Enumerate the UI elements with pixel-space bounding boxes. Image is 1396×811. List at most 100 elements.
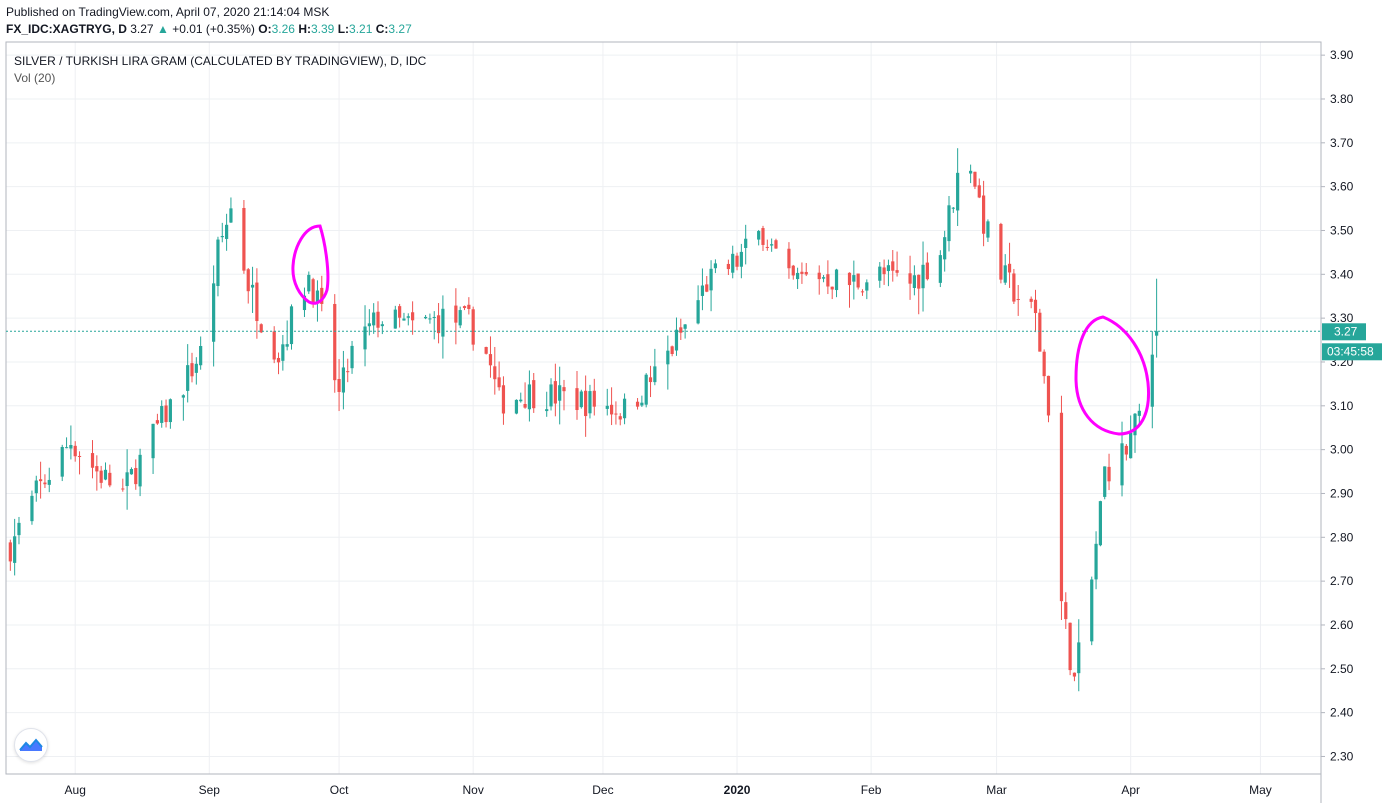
candle (588, 384, 592, 419)
candle-body (795, 272, 800, 280)
candle-body (164, 405, 168, 423)
candle-body (341, 367, 346, 393)
candle-body (467, 304, 471, 310)
candle-body (1103, 466, 1107, 497)
candle-body (311, 279, 315, 305)
candle-body (856, 273, 860, 288)
candle-body (69, 445, 73, 449)
candle (826, 260, 830, 295)
tradingview-logo-icon[interactable] (14, 728, 48, 762)
x-tick-label: Sep (199, 783, 221, 797)
candle (865, 279, 869, 300)
x-tick-label: May (1249, 783, 1272, 797)
close-value: 3.27 (388, 22, 412, 36)
candle (856, 273, 860, 290)
candle-body (852, 275, 856, 282)
candle-body (700, 285, 705, 296)
candle-body (519, 399, 523, 402)
high-value: 3.39 (310, 22, 335, 36)
candle (1077, 619, 1081, 692)
candle-body (471, 309, 475, 345)
candle (882, 259, 886, 285)
candle-body (307, 274, 311, 292)
candle-body (181, 395, 185, 398)
candle (709, 260, 713, 312)
candle-body (432, 316, 436, 318)
candle-body (1046, 375, 1051, 416)
low-label: L: (337, 22, 350, 36)
candle-body (605, 405, 609, 409)
candle (341, 350, 346, 410)
candle-body (696, 300, 700, 324)
candle-body (160, 406, 164, 423)
candle (47, 467, 51, 493)
candle (527, 370, 532, 422)
y-tick-label: 3.00 (1330, 443, 1354, 457)
candle-body (402, 318, 406, 321)
candle-body (956, 172, 960, 211)
candle-body (1003, 265, 1007, 283)
open-label: O: (258, 22, 272, 36)
candle-body (1129, 432, 1133, 459)
candle (462, 305, 467, 311)
y-tick-label: 3.30 (1330, 311, 1354, 325)
volume-indicator-label[interactable]: Vol (20) (14, 71, 56, 85)
candle-body (436, 315, 441, 334)
candle (138, 448, 142, 497)
candle (367, 309, 371, 336)
candle-body (17, 522, 21, 536)
candle (229, 197, 233, 223)
candle-body (186, 365, 190, 391)
candle-body (912, 275, 916, 288)
candle-body (653, 366, 657, 383)
candle (519, 392, 523, 403)
candle (735, 252, 739, 271)
candle-body (1133, 413, 1137, 436)
candle (411, 301, 415, 335)
candle-body (242, 207, 246, 271)
candle-body (943, 237, 947, 260)
candle (1042, 349, 1046, 384)
candle (168, 398, 172, 429)
candle-body (977, 185, 981, 198)
candle-body (523, 404, 527, 408)
candle-body (493, 366, 497, 380)
y-tick-label: 2.60 (1330, 618, 1354, 632)
candle-body (441, 308, 445, 337)
candle (847, 272, 852, 308)
candle (1072, 672, 1077, 682)
x-tick-label: Oct (330, 783, 349, 797)
y-tick-label: 3.90 (1330, 48, 1354, 62)
candle (1094, 531, 1098, 590)
candle-body (969, 170, 973, 174)
candle-body (1016, 299, 1020, 301)
candle (821, 275, 826, 283)
y-tick-label: 2.30 (1330, 749, 1354, 763)
candle (696, 285, 700, 325)
candle-body (39, 479, 43, 482)
candle (380, 321, 384, 335)
candle-body (770, 244, 774, 246)
candle (350, 340, 354, 374)
chart-pane-border (5, 41, 1322, 775)
candle (302, 287, 307, 318)
candle (155, 413, 159, 425)
candle-body (817, 272, 821, 280)
candle (1103, 466, 1107, 500)
candle-body (155, 420, 159, 424)
candle (584, 375, 588, 437)
candle-body (622, 398, 627, 419)
pane-title: SILVER / TURKISH LIRA GRAM (CALCULATED B… (14, 54, 427, 68)
candle (242, 200, 246, 274)
candle-body (986, 221, 990, 238)
symbol-label[interactable]: FX_IDC:XAGTRYG, D (6, 22, 127, 36)
candle (1038, 308, 1042, 352)
candle (532, 372, 536, 413)
candle (337, 359, 341, 412)
candle (13, 518, 17, 576)
y-tick-label: 2.90 (1330, 486, 1354, 500)
last-price-tag: 3.27 03:45:58 (1322, 323, 1382, 361)
candle (199, 336, 203, 370)
candle (216, 236, 220, 297)
